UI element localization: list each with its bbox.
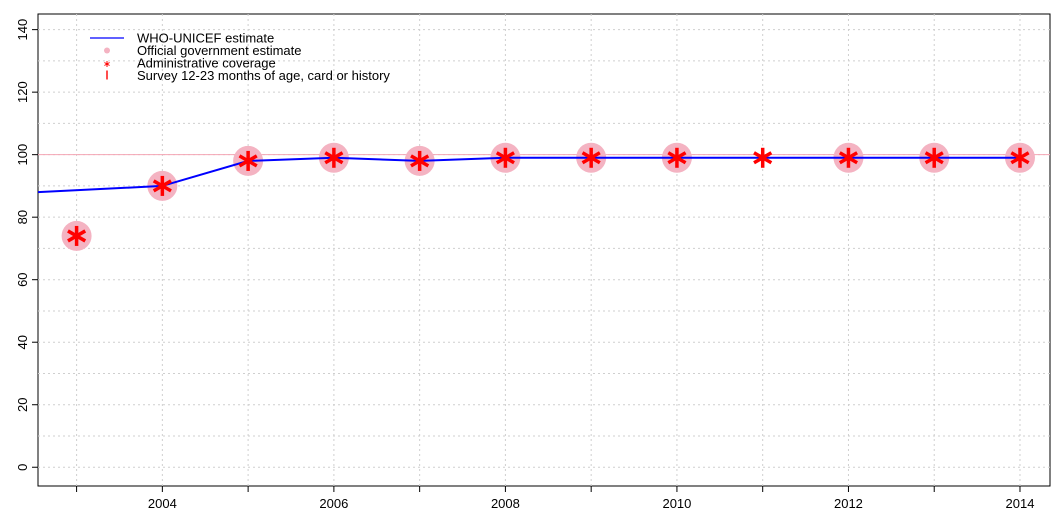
y-tick-label: 80 (15, 210, 30, 224)
admin-coverage-point (67, 225, 87, 246)
admin-coverage-point (753, 147, 773, 168)
asterisk-stroke (581, 151, 601, 165)
asterisk-stroke (238, 154, 258, 168)
legend-label: Administrative coverage (137, 56, 276, 71)
legend-item: WHO-UNICEF estimate (90, 31, 274, 46)
legend-asterisk-swatch (104, 61, 110, 67)
y-tick-label: 120 (15, 81, 30, 103)
legend-item: Official government estimate (104, 43, 302, 58)
asterisk-stroke (753, 151, 773, 165)
y-tick-label: 100 (15, 144, 30, 166)
asterisk-stroke (667, 151, 687, 165)
y-tick-label: 140 (15, 19, 30, 41)
admin-coverage-point (838, 147, 858, 168)
y-tick-label: 60 (15, 272, 30, 286)
legend-label: Survey 12-23 months of age, card or hist… (137, 68, 390, 83)
legend-label: WHO-UNICEF estimate (137, 31, 274, 46)
asterisk-stroke (495, 151, 515, 165)
admin-coverage-point (152, 175, 172, 196)
who-unicef-line (37, 156, 1020, 194)
legend-label: Official government estimate (137, 43, 302, 58)
admin-coverage-point (410, 150, 430, 171)
admin-coverage-point (924, 147, 944, 168)
admin-coverage-point (324, 147, 344, 168)
admin-coverage-point (495, 147, 515, 168)
asterisk-stroke (838, 151, 858, 165)
y-tick-label: 40 (15, 335, 30, 349)
x-tick-label: 2008 (491, 496, 520, 511)
asterisk-stroke (1010, 151, 1030, 165)
asterisk-stroke (67, 229, 87, 243)
x-tick-label: 2004 (148, 496, 177, 511)
asterisk-stroke (324, 151, 344, 165)
asterisk-stroke (104, 62, 110, 66)
y-tick-label: 0 (15, 464, 30, 471)
admin-coverage-point (581, 147, 601, 168)
admin-coverage-point (667, 147, 687, 168)
series-layer (37, 142, 1035, 251)
asterisk-stroke (410, 154, 430, 168)
legend-circle-swatch (104, 47, 110, 54)
legend-item: Survey 12-23 months of age, card or hist… (106, 68, 390, 83)
x-tick-label: 2012 (834, 496, 863, 511)
plot-frame (37, 13, 1051, 487)
admin-coverage-point (1010, 147, 1030, 168)
x-tick-label: 2014 (1006, 496, 1035, 511)
asterisk-stroke (152, 179, 172, 193)
axes: 0 20 40 60 80 100 120 140 2004 2006 2008 2010 2012 20… (15, 19, 1034, 511)
x-tick-label: 2006 (319, 496, 348, 511)
legend-item: Administrative coverage (104, 56, 276, 71)
x-tick-label: 2010 (662, 496, 691, 511)
y-tick-label: 20 (15, 397, 30, 411)
asterisk-stroke (924, 151, 944, 165)
admin-coverage-point (238, 150, 258, 171)
